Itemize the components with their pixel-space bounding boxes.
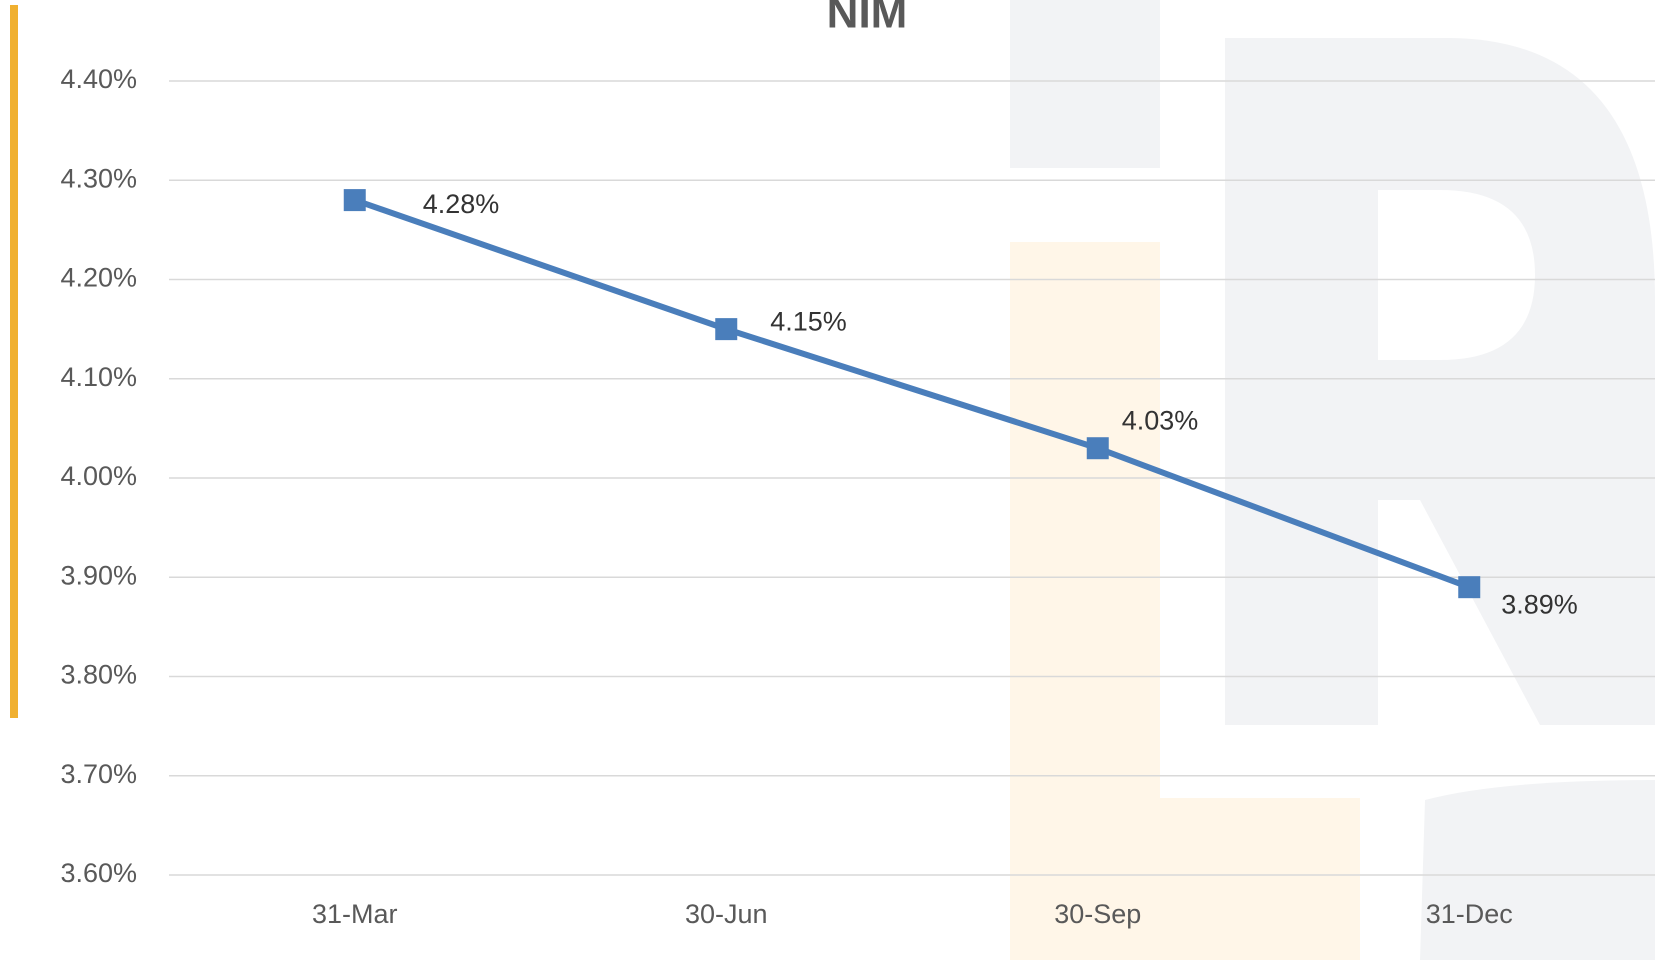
data-label: 4.15% [770, 306, 847, 336]
data-label: 4.03% [1122, 405, 1199, 435]
data-label: 4.28% [423, 189, 500, 219]
y-tick-label: 3.90% [60, 560, 137, 590]
y-tick-label: 4.10% [60, 362, 137, 392]
y-tick-label: 3.80% [60, 660, 137, 690]
y-tick-label: 3.70% [60, 759, 137, 789]
x-tick-label: 30-Sep [1054, 899, 1141, 929]
y-tick-label: 4.40% [60, 64, 137, 94]
marker [343, 189, 366, 212]
y-tick-label: 4.00% [60, 461, 137, 491]
x-tick-label: 30-Jun [685, 899, 768, 929]
y-tick-label: 4.30% [60, 163, 137, 193]
y-tick-label: 4.20% [60, 263, 137, 293]
marker [715, 318, 738, 341]
watermark [1010, 0, 1655, 960]
data-label: 3.89% [1501, 589, 1578, 619]
y-tick-label: 3.60% [60, 858, 137, 888]
chart-title: NIM [827, 0, 908, 38]
marker [1458, 576, 1481, 599]
marker [1086, 437, 1109, 460]
accent-bar [10, 5, 18, 718]
x-tick-label: 31-Dec [1426, 899, 1513, 929]
line [353, 197, 1471, 590]
x-tick-label: 31-Mar [312, 899, 398, 929]
